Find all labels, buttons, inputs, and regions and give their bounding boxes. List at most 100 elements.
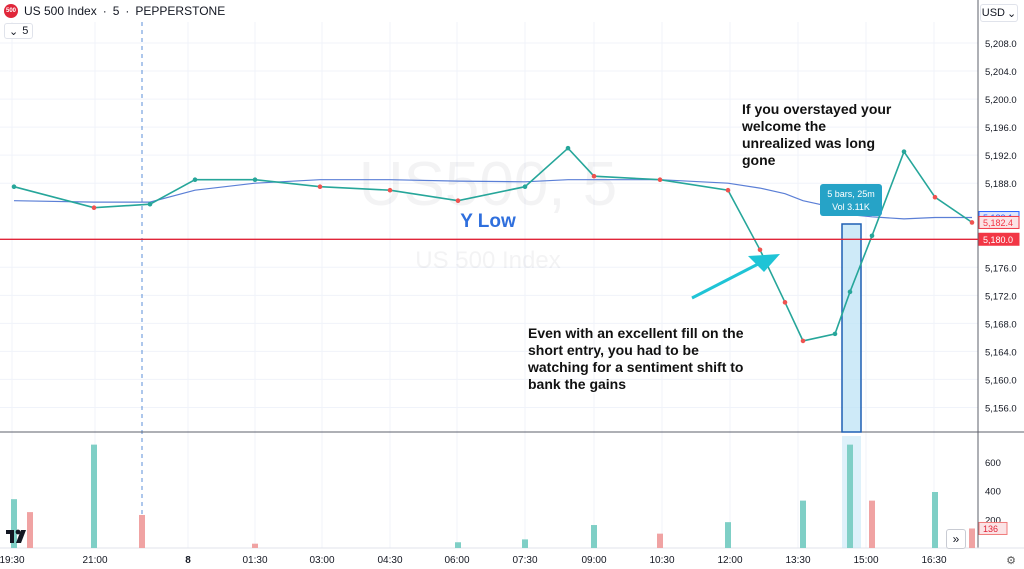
range-tooltip-bars: 5 bars, 25m <box>827 189 875 199</box>
price-point <box>657 177 663 182</box>
price-point <box>387 187 393 193</box>
price-badge-label: 5,180.0 <box>983 235 1013 245</box>
annotation-arrow-head <box>748 254 780 272</box>
currency-button[interactable]: USD ⌄ <box>980 4 1018 22</box>
broker-name: PEPPERSTONE <box>135 4 226 18</box>
price-line <box>13 147 973 342</box>
currency-label: USD <box>981 7 1005 19</box>
time-axis-label: 06:00 <box>444 555 469 566</box>
volume-bar <box>522 539 528 548</box>
interval-chip[interactable]: ⌄ 5 <box>4 23 34 39</box>
time-axis: 19:30 21:00 8 01:30 03:00 04:30 06:00 07:30 09:0… <box>0 555 947 566</box>
watermark-name: US 500 Index <box>415 247 560 274</box>
volume-bar <box>27 512 33 548</box>
time-axis-label: 19:30 <box>0 555 25 566</box>
volume-axis-label: 200 <box>985 515 1001 526</box>
bottom-annotation-line: short entry, you had to be <box>528 342 699 358</box>
range-tooltip-box <box>820 184 882 216</box>
price-point <box>757 247 763 253</box>
price-badge <box>978 215 1020 229</box>
volume-bar <box>969 528 975 548</box>
gear-icon: ⚙ <box>1006 554 1016 567</box>
price-point <box>11 184 17 190</box>
volume-bar <box>869 500 875 548</box>
price-axis-label: 5,204.0 <box>985 67 1017 78</box>
volume-bar <box>11 499 17 548</box>
volume-badge <box>978 521 1008 535</box>
volume-axis-label: 400 <box>985 487 1001 498</box>
range-tooltip-volume: Vol 3.11K <box>832 202 870 212</box>
price-point <box>591 173 597 179</box>
header-separator: · <box>102 4 107 18</box>
range-highlight-box <box>841 223 862 433</box>
chevron-down-icon: ⌄ <box>9 25 19 38</box>
header-separator-2: · <box>125 4 130 18</box>
volume-badge-label: 136 <box>983 524 998 534</box>
volume-bar <box>657 533 663 548</box>
symbol-logo-icon: 500 <box>4 4 18 18</box>
annotation-arrow-shaft <box>691 260 763 300</box>
bottom-annotation-line: Even with an excellent fill on the <box>528 325 744 341</box>
price-axis-label: 5,208.0 <box>985 39 1017 50</box>
price-axis-label: 5,172.0 <box>985 291 1017 302</box>
price-point <box>192 177 198 182</box>
price-point <box>901 149 907 154</box>
volume-bar <box>591 525 597 548</box>
y-low-label: Y Low <box>460 211 516 232</box>
volume-bar <box>800 500 806 548</box>
price-point <box>847 289 853 295</box>
chart-header: 500 US 500 Index · 5 · PEPPERSTONE <box>0 0 225 22</box>
chart-settings-button[interactable]: ⚙ <box>1004 553 1018 567</box>
time-axis-label: 21:00 <box>82 555 107 566</box>
interval-label[interactable]: 5 <box>112 4 120 18</box>
price-point <box>565 145 571 151</box>
price-axis-label: 5,188.0 <box>985 179 1017 190</box>
watermark-symbol: US500, 5 <box>359 150 618 219</box>
price-badge <box>978 232 1020 246</box>
scroll-to-latest-button[interactable]: » <box>946 529 966 549</box>
price-point <box>252 177 258 182</box>
price-point <box>455 198 461 204</box>
top-annotation: If you overstayed your welcome the unrea… <box>742 101 891 169</box>
volume-bar <box>725 522 731 548</box>
top-annotation-line: gone <box>742 152 776 168</box>
price-point <box>725 187 731 193</box>
price-point <box>91 205 97 211</box>
double-chevron-right-icon: » <box>952 532 960 546</box>
price-axis-label: 5,160.0 <box>985 375 1017 386</box>
price-axis: 5,208.0 5,204.0 5,200.0 5,196.0 5,192.0 5,188… <box>985 39 1017 526</box>
price-point <box>317 184 323 190</box>
price-axis-label: 5,176.0 <box>985 263 1017 274</box>
price-axis-label: 5,192.0 <box>985 151 1017 162</box>
symbol-name[interactable]: US 500 Index <box>24 4 97 18</box>
time-axis-label: 16:30 <box>921 555 946 566</box>
volume-bar <box>91 444 97 548</box>
time-axis-label: 09:00 <box>581 555 606 566</box>
bottom-annotation-line: watching for a sentiment shift to <box>528 359 744 375</box>
price-points <box>11 145 975 344</box>
volume-bar <box>252 543 258 548</box>
time-axis-label: 12:00 <box>717 555 742 566</box>
time-axis-label: 10:30 <box>649 555 674 566</box>
volume-bar <box>932 492 938 548</box>
price-badge-label: 5,182.4 <box>983 218 1013 228</box>
interval-chip-value: 5 <box>22 25 29 37</box>
bottom-annotation-line: bank the gains <box>528 376 627 392</box>
tradingview-logo-icon[interactable] <box>4 527 28 545</box>
price-point <box>932 194 938 200</box>
price-axis-label: 5,196.0 <box>985 123 1017 134</box>
price-point <box>782 300 788 305</box>
time-axis-label: 01:30 <box>242 555 267 566</box>
time-axis-label: 04:30 <box>377 555 402 566</box>
price-point <box>800 338 806 344</box>
price-point <box>869 233 875 239</box>
time-axis-label: 07:30 <box>512 555 537 566</box>
top-annotation-line: unrealized was long <box>742 135 876 151</box>
volume-bar <box>139 514 145 548</box>
price-axis-label: 5,200.0 <box>985 95 1017 106</box>
volume-bar <box>847 444 853 548</box>
price-axis-label: 5,168.0 <box>985 319 1017 330</box>
volume-axis-label: 600 <box>985 458 1001 469</box>
top-annotation-line: welcome the <box>742 118 827 134</box>
